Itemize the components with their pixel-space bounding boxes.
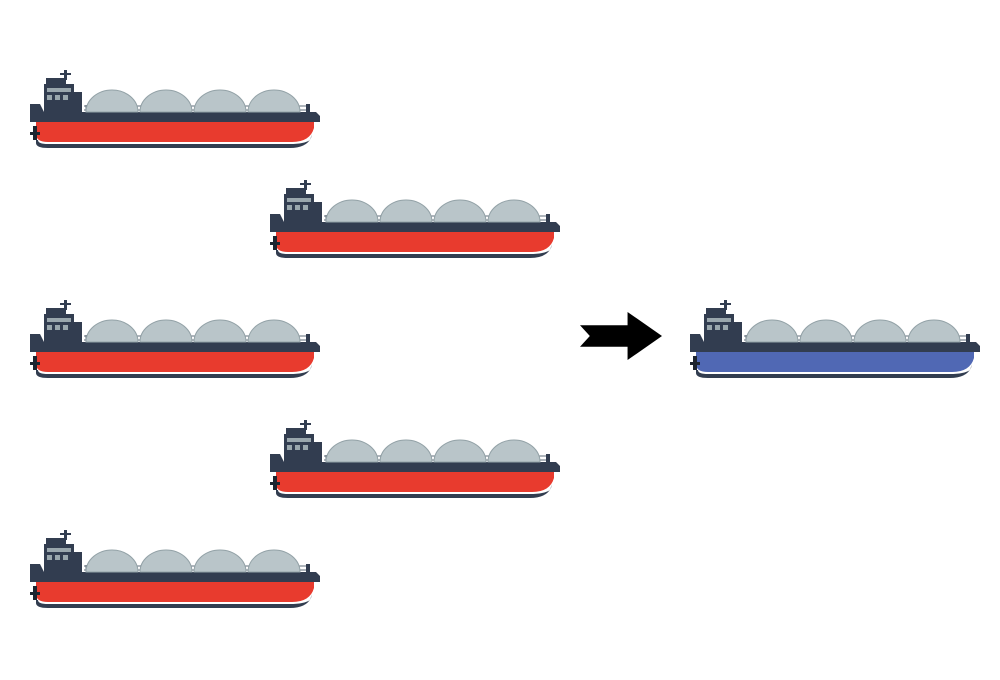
lng-tanker-blue (690, 300, 980, 383)
lng-tanker-red-5 (30, 530, 320, 613)
lng-tanker-red-4 (270, 420, 560, 503)
lng-tanker-red-1 (30, 70, 320, 153)
lng-tanker-red-3 (30, 300, 320, 383)
transform-arrow-icon (580, 312, 662, 365)
lng-tanker-red-2 (270, 180, 560, 263)
diagram-stage (0, 0, 1000, 680)
